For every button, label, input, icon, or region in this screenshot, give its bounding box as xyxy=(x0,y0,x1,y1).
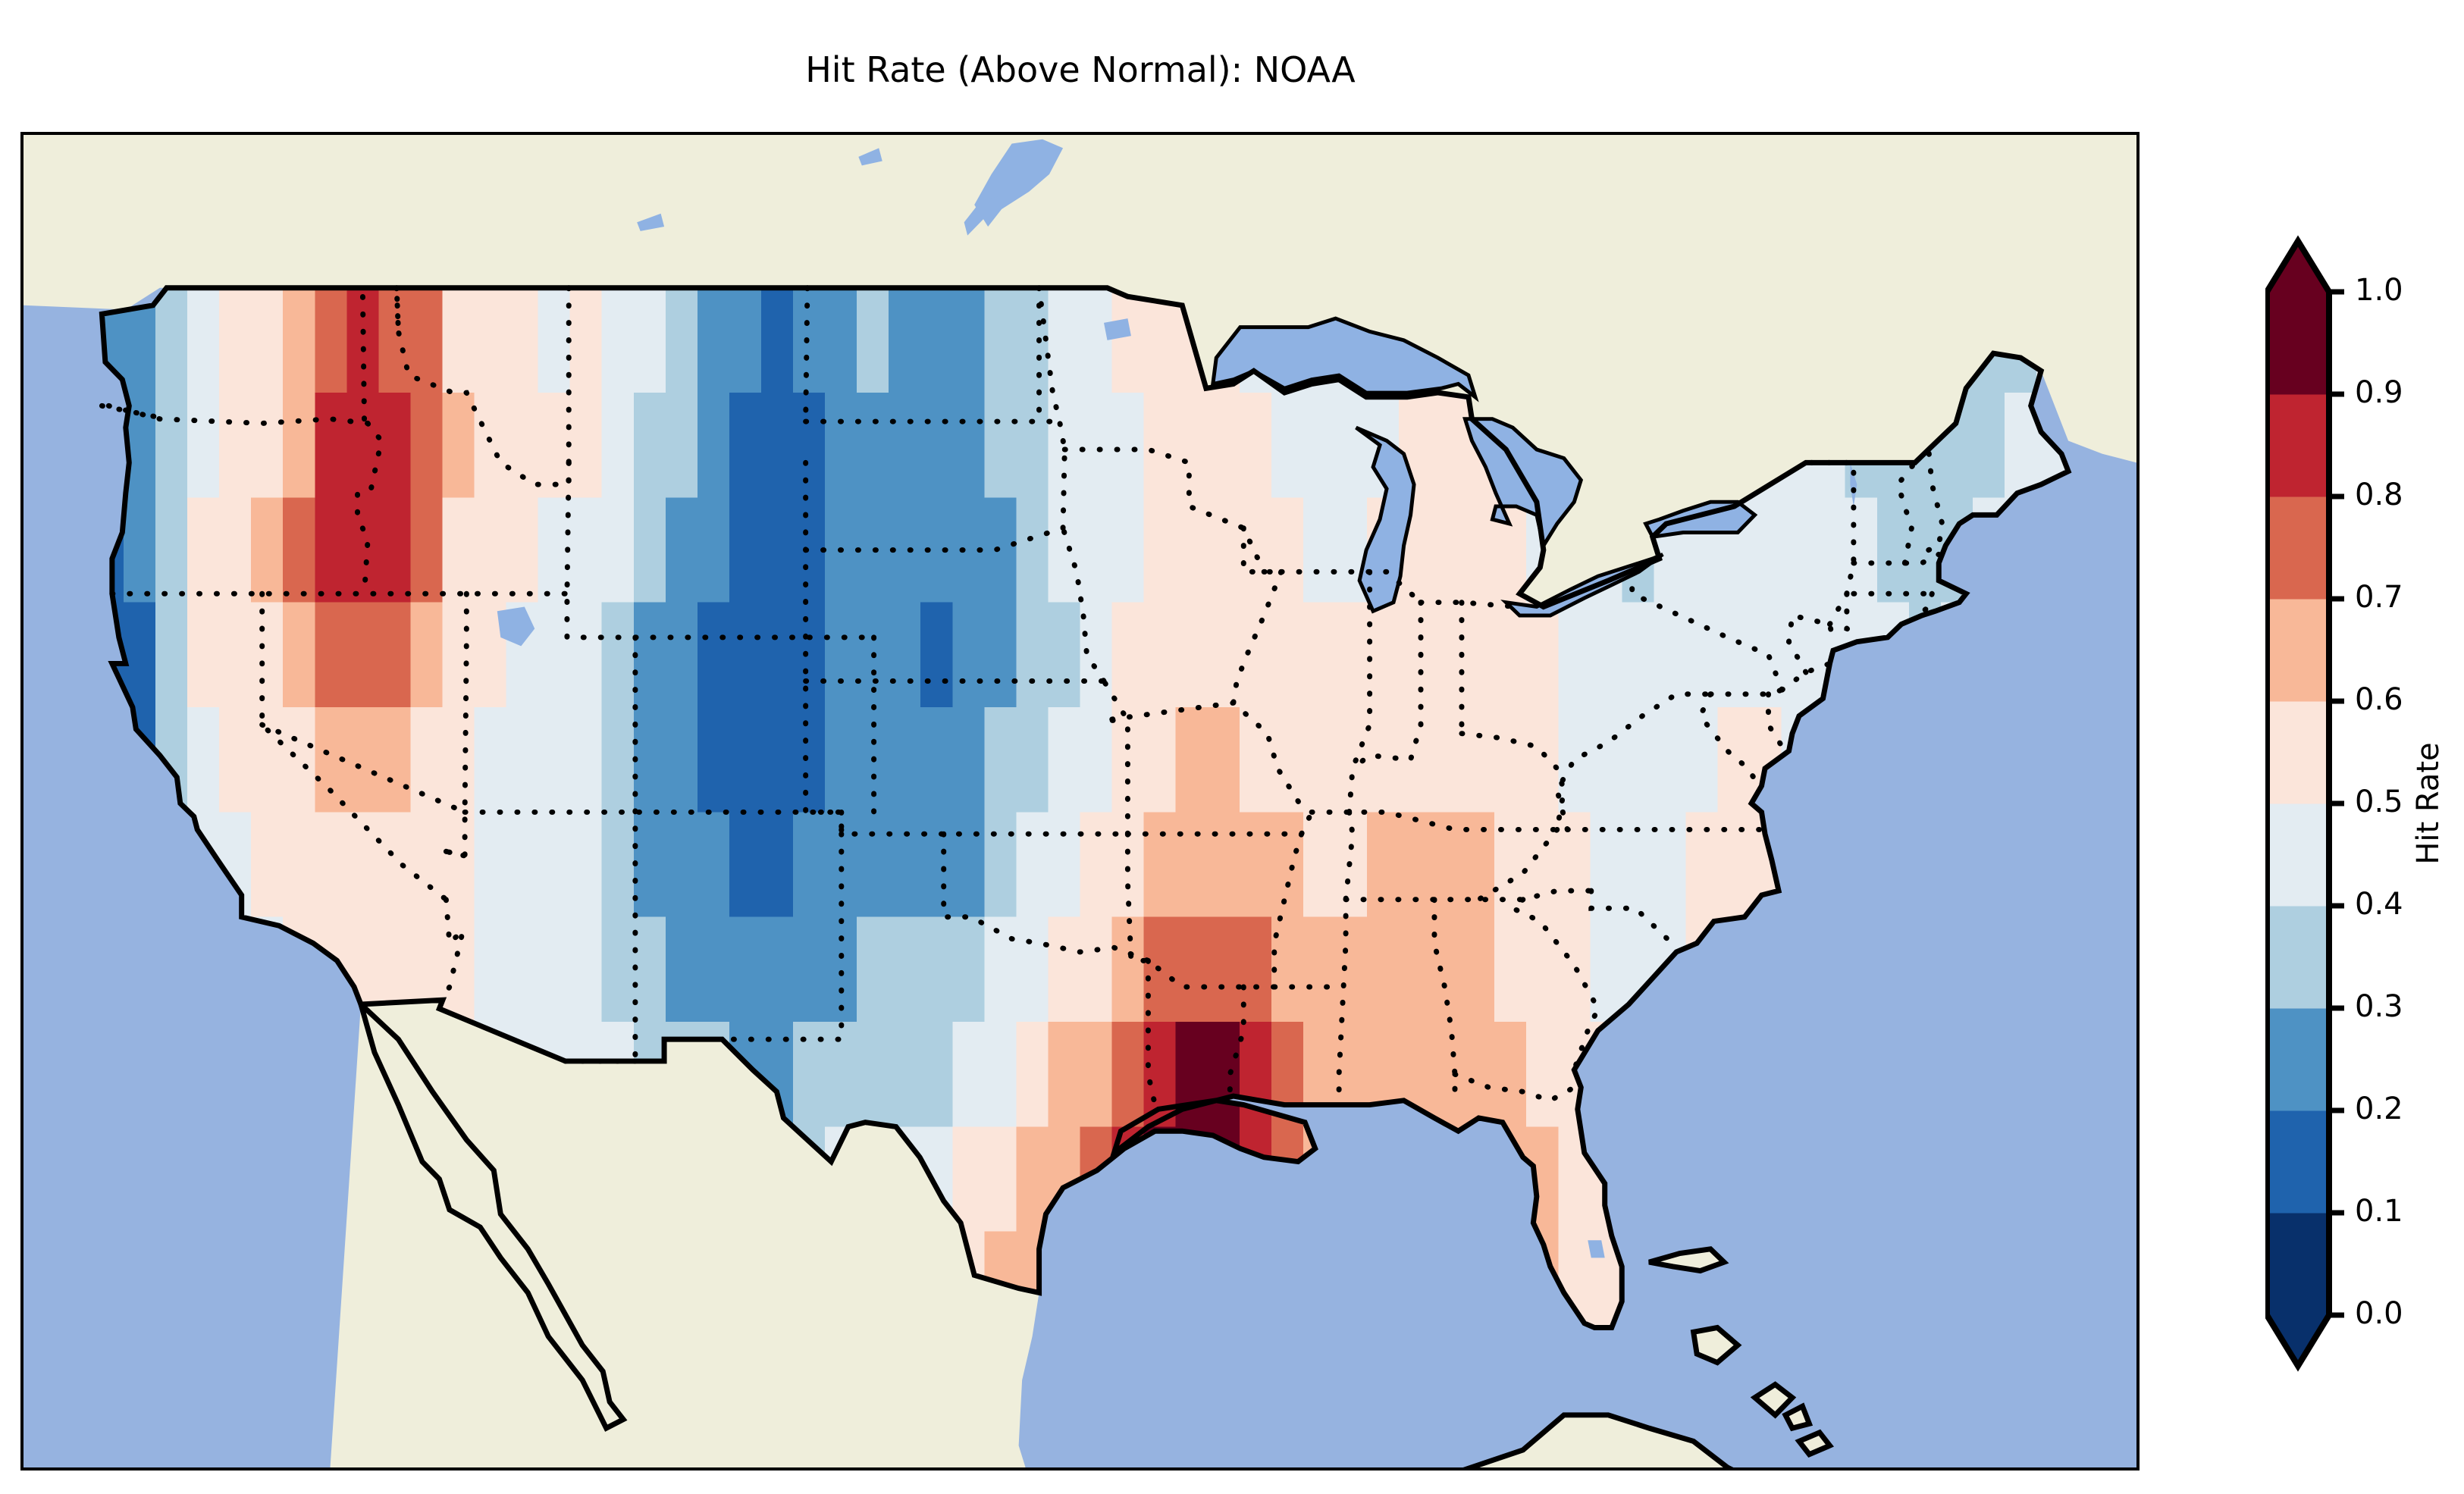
colorbar-tick-label: 0.7 xyxy=(2355,580,2403,615)
colorbar-tick-label: 1.0 xyxy=(2355,273,2403,308)
colorbar-tick-label: 0.4 xyxy=(2355,887,2403,922)
colorbar-tick-label: 0.9 xyxy=(2355,375,2403,410)
colorbar-tick-label: 0.5 xyxy=(2355,785,2403,819)
map-panel[interactable] xyxy=(20,132,2140,1471)
colorbar-tick-label: 0.0 xyxy=(2355,1296,2403,1331)
colorbar-tick-label: 0.1 xyxy=(2355,1194,2403,1229)
colorbar-label: Hit Rate xyxy=(2411,742,2446,865)
colorbar[interactable]: 0.0 0.1 0.2 0.3 0.4 0.5 0.6 0.7 0.8 0.9 1.0 Hit Ra… xyxy=(2265,227,2462,1380)
state-borders-layer xyxy=(99,285,1945,1108)
coastline-layer xyxy=(99,285,2072,1467)
colorbar-tick-label: 0.8 xyxy=(2355,478,2403,512)
colorbar-svg[interactable]: 0.0 0.1 0.2 0.3 0.4 0.5 0.6 0.7 0.8 0.9 1.0 xyxy=(2265,227,2462,1380)
colorbar-tick-label: 0.6 xyxy=(2355,682,2403,717)
title-line-1: Hit Rate (Above Normal): NOAA xyxy=(805,49,1356,91)
colorbar-tick-label: 0.2 xyxy=(2355,1092,2403,1126)
colorbar-tick-label: 0.3 xyxy=(2355,989,2403,1024)
map-svg[interactable] xyxy=(24,135,2136,1467)
